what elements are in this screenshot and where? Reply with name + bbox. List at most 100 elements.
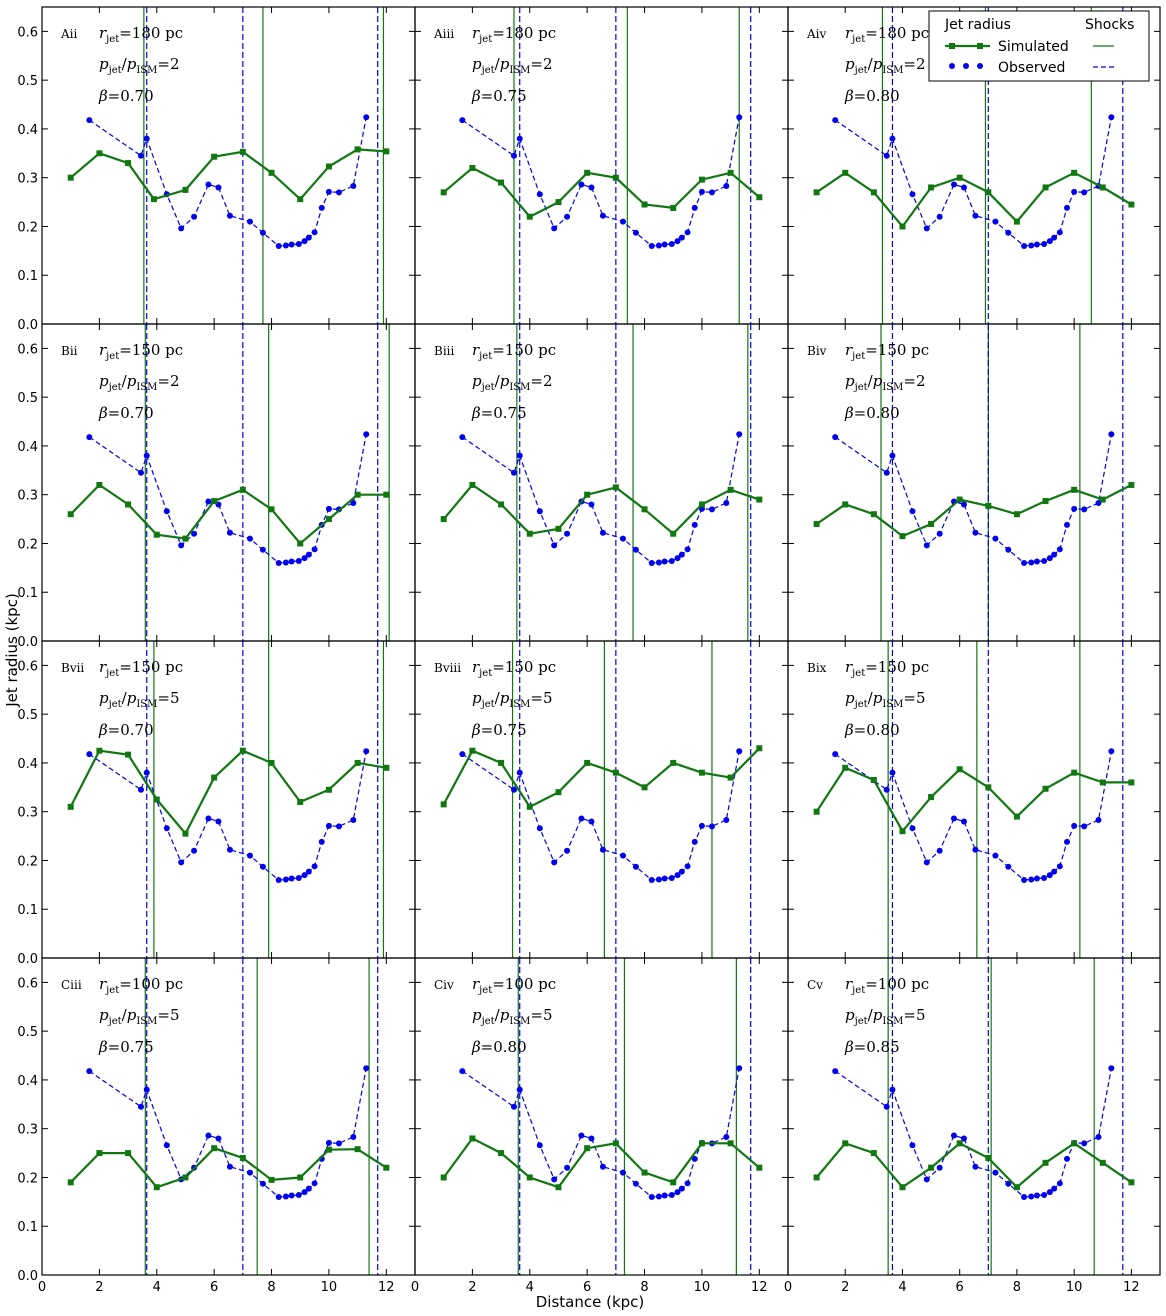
observed-point <box>1005 1180 1012 1187</box>
simulated-point <box>1071 169 1078 176</box>
simulated-point <box>870 511 877 518</box>
x-tick-label: 0 <box>38 1280 46 1295</box>
r-jet-annotation: rjet=100 pc <box>99 975 183 996</box>
simulated-point <box>440 516 447 523</box>
simulated-point <box>325 163 332 170</box>
simulated-point <box>354 759 361 766</box>
simulated-point <box>842 169 849 176</box>
observed-point <box>1108 1065 1115 1072</box>
y-tick-label: 0.2 <box>17 537 38 552</box>
simulated-point <box>1013 218 1020 225</box>
observed-point <box>661 558 668 565</box>
observed-point <box>226 846 233 853</box>
legend-simulated-marker <box>977 43 983 49</box>
pressure-ratio-annotation: pjet/pISM=5 <box>472 689 553 710</box>
observed-point <box>1033 241 1040 248</box>
observed-point <box>226 212 233 219</box>
observed-point <box>1051 551 1058 558</box>
simulated-point <box>842 501 849 508</box>
y-tick-label: 0.6 <box>17 342 38 357</box>
observed-point <box>923 542 930 549</box>
observed-point <box>325 822 332 829</box>
simulated-point <box>383 1164 390 1171</box>
observed-point <box>282 876 289 883</box>
observed-point <box>1095 816 1102 823</box>
x-tick-label: 10 <box>1066 1280 1083 1295</box>
observed-point <box>620 1169 627 1176</box>
observed-point <box>936 847 943 854</box>
observed-point <box>936 530 943 537</box>
observed-point <box>1108 431 1115 438</box>
observed-point <box>936 213 943 220</box>
simulated-point <box>813 1174 820 1181</box>
observed-point <box>923 859 930 866</box>
observed-point <box>723 182 730 189</box>
x-tick-label: 4 <box>153 1280 161 1295</box>
simulated-line <box>442 166 761 219</box>
simulated-point <box>469 164 476 171</box>
observed-point <box>1033 1192 1040 1199</box>
plot-area <box>67 641 390 958</box>
simulated-point <box>928 520 935 527</box>
observed-point <box>1046 872 1053 879</box>
y-tick-label: 0.5 <box>17 391 38 406</box>
simulated-point <box>1071 769 1078 776</box>
observed-point <box>684 1180 691 1187</box>
panel-biv: Biv rjet=150 pc pjet/pISM=2 β=0.80 <box>787 324 1160 642</box>
observed-line <box>88 117 367 247</box>
observed-point <box>1064 521 1070 528</box>
pressure-ratio-annotation: pjet/pISM=2 <box>99 372 180 393</box>
simulated-point <box>612 174 619 181</box>
observed-point <box>301 238 308 245</box>
observed-point <box>301 555 308 562</box>
observed-point <box>992 218 999 225</box>
observed-point <box>178 225 185 232</box>
observed-point <box>1108 114 1115 121</box>
simulated-point <box>182 1174 189 1181</box>
pressure-ratio-annotation: pjet/pISM=5 <box>845 689 926 710</box>
panel-frame <box>787 323 1161 642</box>
observed-point <box>1021 876 1028 883</box>
y-tick-label: 0.5 <box>17 1025 38 1040</box>
observed-point <box>178 542 185 549</box>
simulated-point <box>870 1150 877 1157</box>
y-tick-label: 0.1 <box>17 586 38 601</box>
observed-point <box>259 1180 266 1187</box>
simulated-point <box>239 1154 246 1161</box>
observed-point <box>620 852 627 859</box>
simulated-point <box>584 759 591 766</box>
observed-point <box>972 846 979 853</box>
simulated-point <box>526 213 533 220</box>
observed-point <box>909 191 916 198</box>
observed-point <box>301 1189 308 1196</box>
observed-point <box>668 1192 675 1199</box>
panel-bviii: Bviii rjet=150 pc pjet/pISM=5 β=0.75 <box>414 641 788 959</box>
observed-point <box>259 863 266 870</box>
observed-point <box>832 117 839 124</box>
observed-point <box>226 1163 233 1170</box>
r-jet-annotation: rjet=150 pc <box>99 341 183 362</box>
observed-point <box>350 182 357 189</box>
observed-point <box>1064 204 1070 211</box>
panel-frame <box>41 6 416 325</box>
panel-id-label: Aiv <box>806 27 827 41</box>
pressure-ratio-annotation: pjet/pISM=2 <box>845 55 926 76</box>
simulated-point <box>813 520 820 527</box>
simulated-point <box>325 786 332 793</box>
observed-point <box>588 1135 595 1142</box>
observed-point <box>972 212 979 219</box>
panel-id-label: Ciii <box>61 978 82 992</box>
simulated-point <box>1099 184 1106 191</box>
simulated-point <box>383 491 390 498</box>
observed-point <box>674 238 681 245</box>
observed-point <box>516 769 523 776</box>
panel-aiii: Aiii rjet=180 pc pjet/pISM=2 β=0.75 <box>414 7 788 325</box>
simulated-point <box>899 223 906 230</box>
observed-point <box>1081 823 1088 830</box>
simulated-point <box>870 189 877 196</box>
simulated-point <box>526 530 533 537</box>
observed-point <box>698 822 705 829</box>
simulated-point <box>440 801 447 808</box>
observed-point <box>510 469 517 476</box>
beta-annotation: β=0.75 <box>98 1038 154 1056</box>
